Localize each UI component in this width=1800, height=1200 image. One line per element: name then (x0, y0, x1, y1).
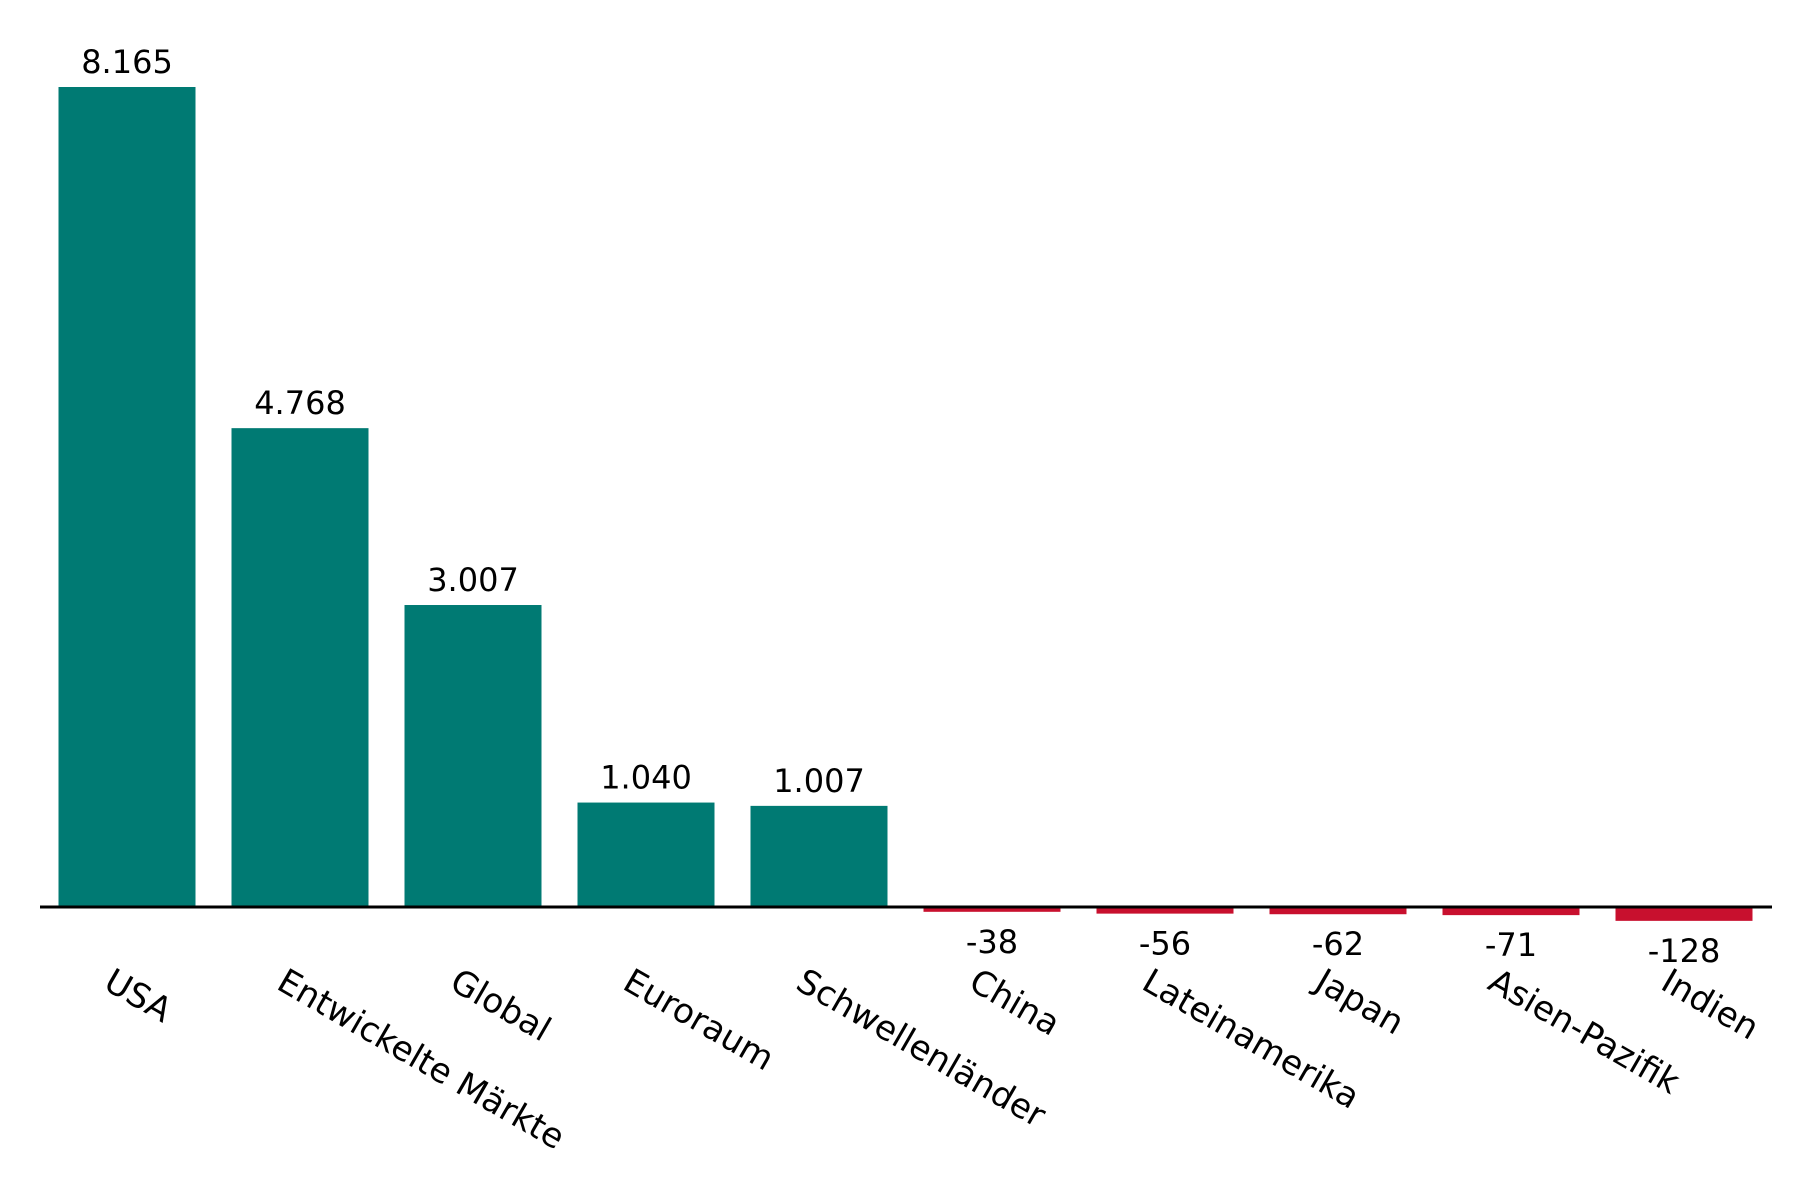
bar-schwellenlaender (750, 805, 888, 907)
bar-global (404, 605, 542, 907)
bar-china (923, 908, 1061, 912)
value-label-japan: -62 (1312, 925, 1364, 963)
category-label-japan: Japan (1307, 960, 1411, 1043)
bar-indien (1615, 908, 1753, 921)
value-label-indien: -128 (1648, 932, 1721, 970)
value-label-china: -38 (966, 923, 1018, 961)
category-label-indien: Indien (1655, 961, 1766, 1048)
value-label-euroraum: 1.040 (600, 759, 692, 797)
bar-asien-pazifik (1442, 908, 1580, 916)
value-label-lateinamerika: -56 (1139, 925, 1191, 963)
value-label-entwickelte-maerkte: 4.768 (254, 384, 346, 422)
category-label-euroraum: Euroraum (617, 961, 781, 1079)
category-label-global: Global (444, 961, 558, 1050)
value-labels-group: 8.165 4.768 3.007 1.040 1.007 -38 -56 -62 -71 -12… (81, 43, 1720, 970)
value-label-schwellenlaender: 1.007 (773, 762, 865, 800)
category-label-china: China (963, 961, 1067, 1044)
category-label-entwickelte-maerkte: Entwickelte Märkte (271, 961, 572, 1158)
value-label-usa: 8.165 (81, 43, 173, 81)
bar-entwickelte-maerkte (231, 428, 369, 907)
category-label-asien-pazifik: Asien-Pazifik (1482, 961, 1687, 1102)
bar-lateinamerika (1096, 908, 1234, 914)
bar-japan (1269, 908, 1407, 915)
value-label-global: 3.007 (427, 561, 519, 599)
bar-usa (58, 87, 196, 907)
bar-euroraum (577, 802, 715, 907)
value-label-asien-pazifik: -71 (1485, 926, 1537, 964)
bars-group (58, 87, 1753, 921)
category-label-usa: USA (98, 961, 179, 1031)
